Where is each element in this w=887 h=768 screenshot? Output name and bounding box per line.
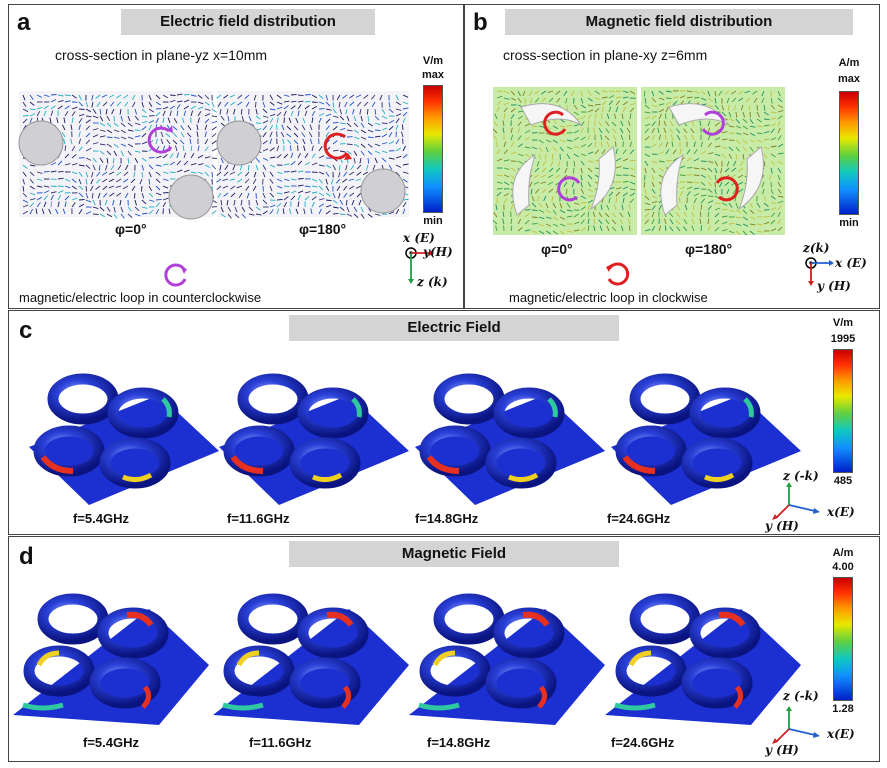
axis-c-x: x(E) — [827, 505, 855, 519]
panel-b: b Magnetic field distribution cross-sect… — [464, 4, 880, 309]
panel-b-phase-180: φ=180° — [685, 241, 733, 257]
panel-a-phase-180: φ=180° — [299, 221, 347, 237]
panel-d-freq-3: f=14.8GHz — [427, 735, 491, 750]
axis-d-triad — [772, 706, 820, 744]
loop-cw-icon — [606, 262, 630, 286]
panel-c-label: c — [19, 317, 33, 344]
panel-a-caption: magnetic/electric loop in counterclockwi… — [19, 290, 262, 305]
efield-section-phi0 — [18, 91, 218, 220]
axis-d-y: y (H) — [765, 743, 799, 757]
axis-c-y: y (H) — [765, 519, 799, 533]
colorbar-d-unit: A/m — [832, 547, 854, 559]
loop-ccw-icon — [164, 263, 187, 287]
panel-c: c Electric Field f=5.4GHz f=11.6GHz f=14… — [8, 310, 880, 535]
hfield-section-phi0 — [492, 87, 637, 235]
axis-a-z: z (k) — [417, 275, 448, 289]
panel-b-caption: magnetic/electric loop in clockwise — [509, 290, 708, 305]
panel-a-label: a — [17, 9, 31, 36]
hfield-section-phi180 — [641, 87, 785, 236]
axis-b-x: x (E) — [835, 256, 867, 270]
panel-a-subtitle: cross-section in plane-yz x=10mm — [55, 47, 268, 63]
axis-b-triad — [805, 257, 834, 286]
axis-c-triad — [772, 482, 820, 520]
panel-c-title: Electric Field — [289, 315, 619, 341]
axis-c-z: z (-k) — [783, 469, 819, 483]
panel-c-freq-3: f=14.8GHz — [415, 511, 479, 526]
panel-a: a Electric field distribution cross-sect… — [8, 4, 464, 309]
axis-a-x: x (E) — [403, 231, 435, 245]
colorbar-b-unit: A/m — [838, 57, 860, 69]
efield-model-3 — [405, 355, 610, 505]
panel-c-freq-2: f=11.6GHz — [227, 511, 290, 526]
colorbar-a-max: max — [421, 69, 445, 81]
panel-d-freq-4: f=24.6GHz — [611, 735, 675, 750]
hfield-model-1 — [9, 575, 214, 725]
panel-b-label: b — [473, 9, 488, 36]
panel-d-freq-1: f=5.4GHz — [83, 735, 139, 750]
panel-c-freq-1: f=5.4GHz — [73, 511, 129, 526]
hfield-model-3 — [405, 575, 610, 725]
efield-section-phi180 — [216, 91, 409, 219]
colorbar-c — [833, 349, 853, 473]
colorbar-b-min: min — [839, 217, 859, 229]
hfield-model-2 — [209, 575, 414, 725]
panel-d-label: d — [19, 543, 34, 570]
efield-model-2 — [209, 355, 414, 505]
panel-a-phase-0: φ=0° — [115, 221, 147, 237]
panel-b-phase-0: φ=0° — [541, 241, 573, 257]
colorbar-c-max: 1995 — [830, 333, 856, 345]
axis-b-z: z(k) — [803, 241, 830, 255]
axis-a-triad — [405, 247, 434, 284]
panel-b-title: Magnetic field distribution — [505, 9, 853, 35]
colorbar-d — [833, 577, 853, 701]
colorbar-d-min: 1.28 — [832, 703, 854, 715]
colorbar-a-min: min — [423, 215, 443, 227]
panel-b-subtitle: cross-section in plane-xy z=6mm — [503, 47, 708, 63]
axis-d-x: x(E) — [827, 727, 855, 741]
colorbar-c-min: 485 — [833, 475, 853, 487]
axis-d-z: z (-k) — [783, 689, 819, 703]
panel-d-freq-2: f=11.6GHz — [249, 735, 312, 750]
panel-d: d Magnetic Field f=5.4GHz f=11.6GHz f=14… — [8, 536, 880, 762]
axis-a-y: y(H) — [423, 245, 453, 259]
colorbar-a — [423, 85, 443, 213]
efield-model-1 — [19, 355, 224, 505]
colorbar-d-max: 4.00 — [832, 561, 854, 573]
axis-b-y: y (H) — [817, 279, 851, 293]
panel-a-title: Electric field distribution — [121, 9, 375, 35]
panel-c-freq-4: f=24.6GHz — [607, 511, 671, 526]
colorbar-b — [839, 91, 859, 215]
colorbar-a-unit: V/m — [422, 55, 444, 67]
panel-d-title: Magnetic Field — [289, 541, 619, 567]
colorbar-b-max: max — [837, 73, 861, 85]
colorbar-c-unit: V/m — [832, 317, 854, 329]
